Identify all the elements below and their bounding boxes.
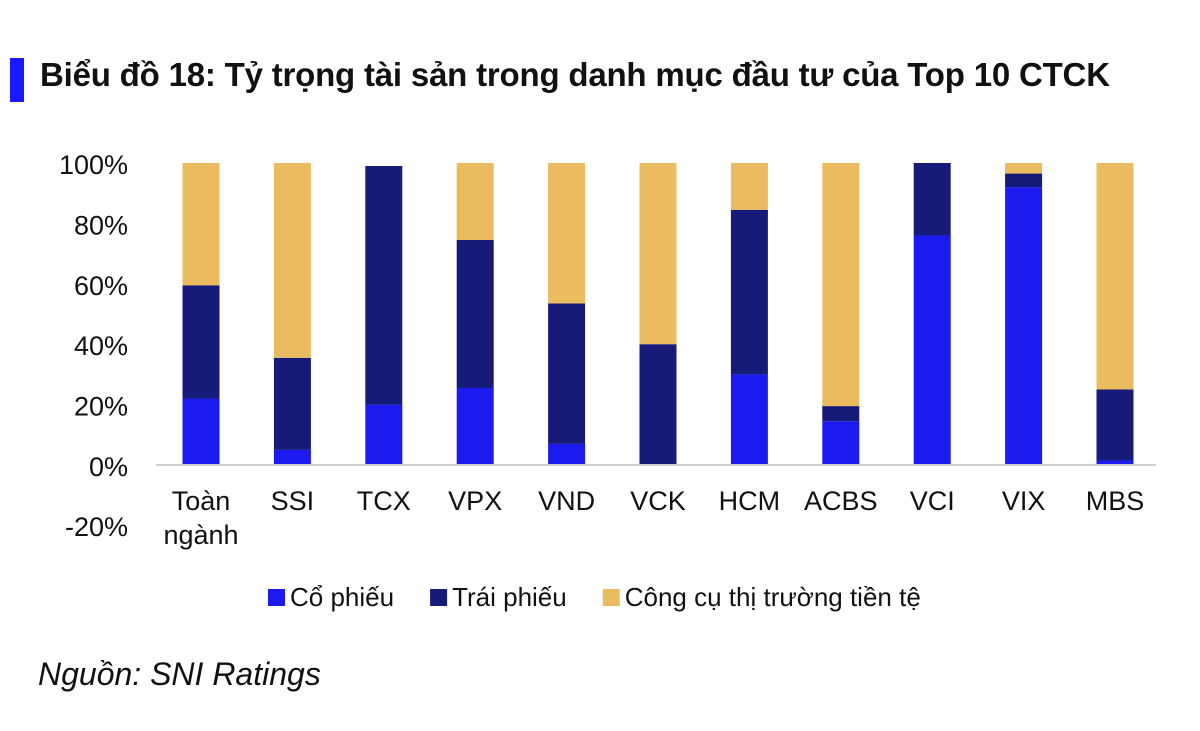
x-tick-label: VCI <box>910 486 955 516</box>
y-tick-label: 80% <box>74 210 128 240</box>
y-tick-label: 60% <box>74 271 128 301</box>
bar-segment-trái-phiếu <box>456 240 494 388</box>
x-tick-label: VPX <box>448 486 502 516</box>
x-tick-label: TCX <box>357 486 411 516</box>
x-tick-label: SSI <box>271 486 315 516</box>
x-tick-label: ACBS <box>804 486 878 516</box>
bar-segment-cổ-phiếu <box>182 398 220 465</box>
x-tick-label: VCK <box>630 486 686 516</box>
bar-segment-cổ-phiếu <box>273 449 311 465</box>
bar-segment-cổ-phiếu <box>913 235 951 465</box>
bar-segment-trái-phiếu <box>273 357 311 450</box>
y-tick-label: 100% <box>59 150 128 180</box>
bar-segment-cổ-phiếu <box>365 404 403 465</box>
legend-label: Công cụ thị trường tiền tệ <box>625 582 921 612</box>
bar-segment-trái-phiếu <box>730 209 768 375</box>
stacked-bar-chart: -20% 0% 20% 40% 60% 80% 100% Toàn ngành SSI TCX VPX… <box>59 150 1156 612</box>
bar-segment-trái-phiếu <box>365 166 403 405</box>
bar-segment-công-cụ-thị-trường-tiền-tệ <box>182 163 220 286</box>
bar-segment-trái-phiếu <box>182 285 220 399</box>
bar-segment-trái-phiếu <box>1005 173 1043 188</box>
bar-segment-cổ-phiếu <box>822 421 860 465</box>
bar-segment-cổ-phiếu <box>1096 460 1134 465</box>
chart-title: Biểu đồ 18: Tỷ trọng tài sản trong danh … <box>40 56 1110 93</box>
legend-swatch <box>602 589 620 606</box>
x-tick-label: Toàn <box>172 486 231 516</box>
bar-segment-trái-phiếu <box>822 406 860 422</box>
title-accent-bar <box>10 58 24 102</box>
x-tick-label: ngành <box>163 520 238 550</box>
legend-label: Cổ phiếu <box>290 582 394 612</box>
bar-segment-trái-phiếu <box>639 344 677 465</box>
legend-swatch <box>268 589 285 606</box>
bar-segment-trái-phiếu <box>1096 389 1134 461</box>
x-tick-label: VIX <box>1002 486 1046 516</box>
x-tick-label: VND <box>538 486 595 516</box>
bar-segment-công-cụ-thị-trường-tiền-tệ <box>456 163 494 241</box>
bar-segment-công-cụ-thị-trường-tiền-tệ <box>639 163 677 345</box>
legend-swatch <box>430 589 448 606</box>
y-tick-label: -20% <box>65 512 128 542</box>
bar-segment-trái-phiếu <box>548 303 586 444</box>
y-tick-label: 20% <box>74 392 128 422</box>
bar-segment-công-cụ-thị-trường-tiền-tệ <box>273 163 311 358</box>
bar-segment-công-cụ-thị-trường-tiền-tệ <box>548 163 586 304</box>
y-tick-label: 40% <box>74 331 128 361</box>
bar-segment-công-cụ-thị-trường-tiền-tệ <box>822 163 860 407</box>
y-tick-label: 0% <box>89 452 128 482</box>
legend-label: Trái phiếu <box>452 582 567 612</box>
bar-segment-cổ-phiếu <box>730 374 768 465</box>
bar-segment-công-cụ-thị-trường-tiền-tệ <box>730 163 768 210</box>
bar-segment-công-cụ-thị-trường-tiền-tệ <box>1096 163 1134 390</box>
source-note: Nguồn: SNI Ratings <box>38 656 321 692</box>
bar-segment-công-cụ-thị-trường-tiền-tệ <box>1005 163 1043 174</box>
x-tick-label: HCM <box>719 486 781 516</box>
bar-segment-trái-phiếu <box>913 163 951 236</box>
bar-segment-cổ-phiếu <box>1005 187 1043 465</box>
bar-segment-cổ-phiếu <box>456 387 494 465</box>
x-tick-label: MBS <box>1086 486 1145 516</box>
bar-segment-cổ-phiếu <box>548 443 586 465</box>
